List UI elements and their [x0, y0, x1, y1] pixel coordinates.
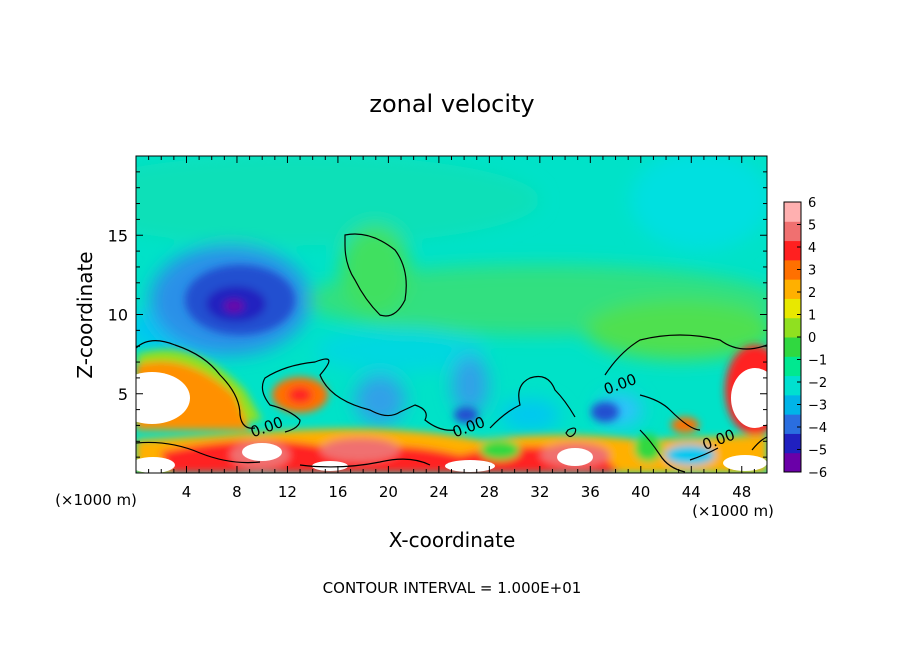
colorbar-swatch — [784, 356, 801, 377]
colorbar-swatch — [784, 433, 801, 454]
colorbar-swatch — [784, 394, 801, 415]
zero-contour-line — [299, 458, 431, 468]
zero-contour-line — [565, 427, 577, 438]
plot-area: 0.00 0.000.000.00 — [136, 156, 767, 473]
saturated-region — [136, 457, 175, 473]
x-tick-label: 24 — [429, 483, 448, 501]
field-region — [500, 399, 560, 431]
saturated-region — [557, 448, 593, 466]
colorbar-swatch — [784, 202, 801, 222]
saturated-region — [242, 443, 282, 461]
x-tick-label: 20 — [379, 483, 398, 501]
colorbar-tick-label: −6 — [808, 466, 827, 481]
x-unit-left: (×1000 m) — [55, 491, 137, 509]
field-saturated — [136, 368, 767, 473]
x-axis-label: X-coordinate — [389, 528, 516, 552]
colorbar-swatch — [784, 337, 801, 357]
y-tick-label: 15 — [108, 226, 128, 245]
colorbar-tick-label: 1 — [808, 309, 816, 324]
y-tick-label: 5 — [118, 385, 128, 404]
colorbar-swatch — [784, 259, 801, 280]
field-region — [591, 402, 619, 422]
field-region — [452, 355, 488, 415]
x-tick-label: 32 — [530, 483, 549, 501]
colorbar-swatch — [784, 375, 801, 396]
field-region — [288, 387, 312, 403]
x-tick-label: 16 — [328, 483, 347, 501]
colorbar-swatch — [784, 298, 801, 319]
colorbar-swatch — [784, 221, 801, 242]
field-region — [585, 300, 767, 360]
field-region — [454, 407, 478, 423]
zero-contour-line — [344, 233, 407, 317]
saturated-region — [136, 372, 190, 424]
x-tick-label: 4 — [182, 483, 192, 501]
zero-contour-line — [689, 447, 719, 461]
x-tick-label: 40 — [631, 483, 650, 501]
field-region — [630, 156, 767, 250]
contour-interval-note: CONTOUR INTERVAL = 1.000E+01 — [323, 579, 582, 597]
colorbar-swatch — [784, 452, 801, 473]
field-region — [671, 417, 699, 433]
zero-contour-line — [639, 394, 701, 431]
x-unit-right: (×1000 m) — [692, 502, 774, 520]
field-region — [136, 156, 540, 245]
x-tick-label: 36 — [581, 483, 600, 501]
y-tick-label: 10 — [108, 306, 128, 325]
colorbar-tick-label: 5 — [808, 219, 816, 234]
zero-contour-line — [489, 375, 576, 429]
x-tick-label: 48 — [732, 483, 751, 501]
field-region — [224, 300, 244, 312]
colorbar-tick-label: 6 — [808, 196, 816, 211]
field-region — [634, 434, 662, 462]
field-region — [355, 375, 405, 425]
field-region — [665, 445, 715, 465]
saturated-region — [445, 460, 495, 472]
x-tick-label: 44 — [682, 483, 701, 501]
colorbar-tick-label: 3 — [808, 264, 816, 279]
colorbar-tick-label: −1 — [808, 354, 827, 369]
zero-contour-line — [604, 334, 767, 376]
colorbar-tick-label: −4 — [808, 421, 827, 436]
zero-contours — [136, 233, 767, 473]
zero-contour-line — [136, 441, 261, 464]
y-axis-label: Z-coordinate — [73, 251, 97, 378]
colorbar-tick-label: 4 — [808, 241, 816, 256]
colorbar-swatch — [784, 279, 801, 299]
colorbar-tick-label: −2 — [808, 376, 827, 391]
x-tick-label: 12 — [278, 483, 297, 501]
zero-contour-line — [261, 358, 456, 433]
field-region — [480, 440, 520, 460]
saturated-region — [312, 461, 348, 471]
colorbar-tick-label: 0 — [808, 331, 816, 346]
x-axis: 4 8 12 16 20 24 28 32 36 40 44 48 — [148, 156, 755, 501]
colorbar-swatch — [784, 317, 801, 338]
x-tick-label: 28 — [480, 483, 499, 501]
colorbar-tick-label: −5 — [808, 444, 827, 459]
field-region — [320, 438, 400, 462]
colorbar-swatch — [784, 240, 801, 261]
colorbar: 6 5 4 3 2 1 0 −1 −2 −3 −4 −5 −6 — [783, 196, 827, 481]
colorbar-swatch — [784, 414, 801, 434]
colorbar-tick-label: 2 — [808, 286, 816, 301]
colorbar-tick-label: −3 — [808, 399, 827, 414]
field-region — [315, 328, 485, 372]
x-tick-label: 8 — [232, 483, 242, 501]
zero-contour-line — [751, 436, 767, 451]
zero-contour-line — [136, 340, 256, 429]
zero-contour-line — [639, 429, 686, 473]
chart-title: zonal velocity — [369, 90, 534, 118]
y-axis: 5 10 15 — [108, 171, 767, 458]
saturated-region — [731, 368, 767, 428]
saturated-region — [723, 455, 767, 471]
